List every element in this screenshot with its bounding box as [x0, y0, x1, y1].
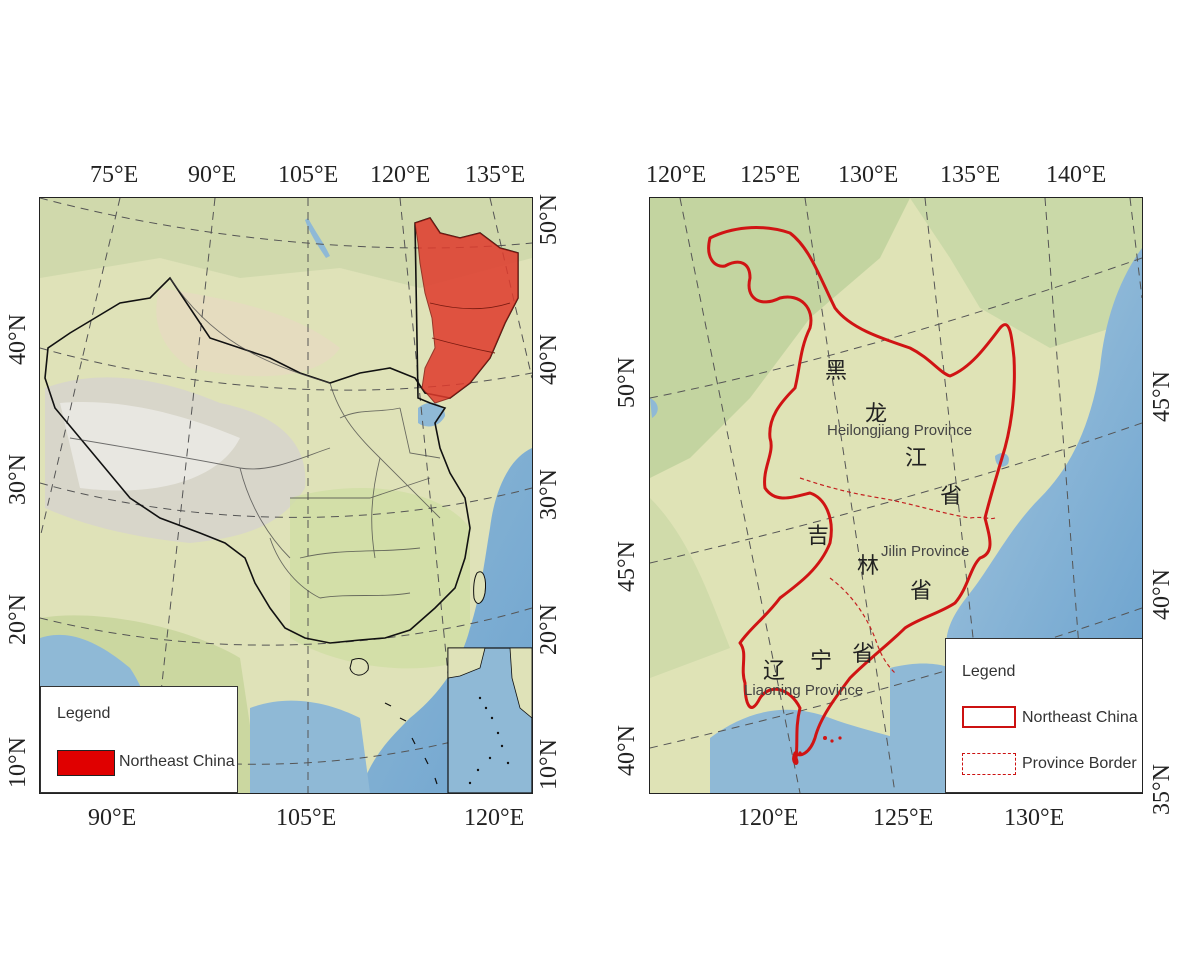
- left-top-tick: 75°E: [90, 162, 139, 188]
- bohai-sea: [418, 402, 445, 427]
- right-top-tick: 135°E: [940, 162, 1001, 188]
- left-bottom-tick: 120°E: [464, 805, 525, 831]
- hainan: [349, 658, 369, 676]
- liaoning-cn-char: 辽: [763, 659, 786, 684]
- left-right-tick: 40°N: [536, 334, 562, 385]
- right-top-tick: 130°E: [838, 162, 899, 188]
- left-right-tick: 50°N: [536, 194, 562, 245]
- forest-patch: [650, 198, 910, 478]
- forest-patch: [910, 198, 1142, 348]
- inset-land: [509, 647, 532, 719]
- right-bottom-tick: 125°E: [873, 805, 934, 831]
- liaoning-cn-char: 省: [852, 642, 875, 667]
- left-top-tick: 120°E: [370, 162, 431, 188]
- lake: [650, 398, 658, 418]
- left-legend: Legend Northeast China: [40, 686, 238, 793]
- left-right-tick: 10°N: [536, 739, 562, 790]
- right-bottom-tick: 130°E: [1004, 805, 1065, 831]
- sea-of-japan: [946, 248, 1142, 668]
- legend-item-label: Northeast China: [1022, 709, 1138, 726]
- china-map-svg: [40, 198, 532, 793]
- northeast-map-svg: [650, 198, 1142, 793]
- liaoning-cn-char: 宁: [810, 649, 833, 674]
- jilin-cn-char: 吉: [807, 524, 830, 549]
- right-right-tick: 45°N: [1149, 371, 1175, 422]
- legend-item-label: Province Border: [1022, 755, 1137, 772]
- northeast-china-map: 黑 龙 江 省 Heilongjiang Province 吉 林 省 Jili…: [649, 197, 1143, 794]
- heilongjiang-cn-char: 江: [905, 446, 928, 471]
- legend-title: Legend: [57, 705, 111, 722]
- island-marks: [384, 702, 438, 785]
- heilongjiang-cn-char: 省: [940, 484, 963, 509]
- left-top-tick: 105°E: [278, 162, 339, 188]
- right-left-tick: 45°N: [614, 541, 640, 592]
- terrain-patch: [40, 198, 532, 288]
- left-side-tick: 40°N: [5, 314, 31, 365]
- right-top-tick: 125°E: [740, 162, 801, 188]
- heilongjiang-en-label: Heilongjiang Province: [827, 422, 973, 439]
- terrain-patch: [290, 488, 470, 669]
- heilongjiang-cn-char: 黑: [825, 359, 848, 384]
- right-right-tick: 40°N: [1149, 569, 1175, 620]
- legend-item-label: Northeast China: [119, 753, 235, 770]
- province-border: [431, 337, 496, 354]
- province-border: [799, 477, 996, 520]
- lake: [305, 218, 330, 258]
- right-top-tick: 120°E: [646, 162, 707, 188]
- right-right-tick: 35°N: [1149, 764, 1175, 815]
- northeast-china-swatch: [962, 706, 1016, 728]
- yellow-sea: [890, 663, 950, 793]
- coastal-islands: [798, 736, 842, 755]
- right-left-tick: 50°N: [614, 357, 640, 408]
- china-map: Legend Northeast China: [39, 197, 533, 794]
- jilin-en-label: Jilin Province: [881, 543, 970, 560]
- taiwan: [473, 571, 486, 604]
- desert: [156, 288, 340, 377]
- right-left-tick: 40°N: [614, 725, 640, 776]
- left-side-tick: 10°N: [5, 737, 31, 788]
- northeast-china-outline: [707, 226, 1016, 765]
- province-lines: [69, 277, 441, 599]
- left-top-tick: 90°E: [188, 162, 237, 188]
- left-right-tick: 30°N: [536, 469, 562, 520]
- right-bottom-tick: 120°E: [738, 805, 799, 831]
- inset-islands: [468, 696, 510, 785]
- liaoning-en-label: Liaoning Province: [744, 682, 864, 699]
- left-bottom-tick: 90°E: [88, 805, 137, 831]
- sea-south: [250, 700, 370, 793]
- province-border-swatch: [962, 753, 1016, 775]
- left-bottom-tick: 105°E: [276, 805, 337, 831]
- legend-title: Legend: [962, 663, 1016, 680]
- northeast-china-swatch: [57, 750, 115, 776]
- right-top-tick: 140°E: [1046, 162, 1107, 188]
- jilin-cn-char: 林: [857, 554, 880, 579]
- inset-land: [447, 647, 486, 679]
- heilongjiang-cn-char: 龙: [865, 402, 888, 427]
- northeast-china-region: [414, 217, 519, 404]
- left-side-tick: 30°N: [5, 454, 31, 505]
- province-border: [429, 302, 511, 310]
- right-legend: Legend Northeast China Province Border: [945, 638, 1142, 793]
- jilin-cn-char: 省: [910, 579, 933, 604]
- left-right-tick: 20°N: [536, 604, 562, 655]
- forest-patch: [650, 498, 730, 678]
- graticule: [40, 198, 532, 793]
- left-top-tick: 135°E: [465, 162, 526, 188]
- left-side-tick: 20°N: [5, 594, 31, 645]
